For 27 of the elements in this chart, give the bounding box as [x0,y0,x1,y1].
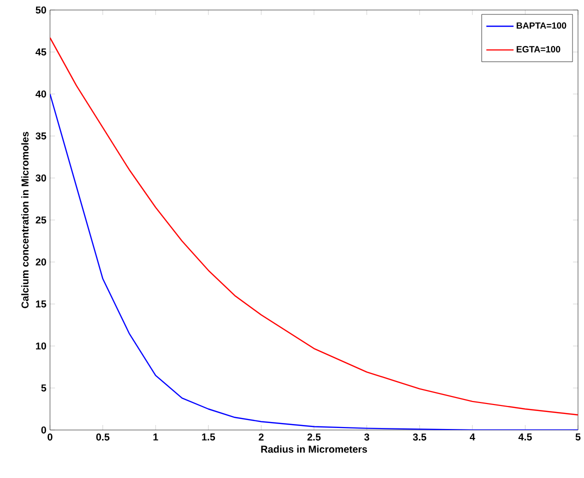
y-tick-label: 0 [41,426,46,434]
x-tick-label: 5 [576,434,580,440]
x-tick-label: 2.5 [307,434,321,441]
x-tick-label: 4.5 [518,434,532,440]
x-tick-label: 2 [258,434,264,440]
y-tick-label: 30 [36,174,46,182]
line-series [50,37,578,416]
y-tick-label: 15 [36,300,46,308]
x-tick-label: 4 [470,434,476,440]
x-tick-label: 3.5 [412,434,426,441]
y-axis-title: Calcium concentration in Micromoles [21,132,29,308]
x-tick-label: 0 [48,434,52,441]
y-tick-label: 35 [36,132,46,140]
x-tick-label: 1 [153,434,158,440]
legend-label: BAPTA=100 [516,22,566,29]
legend-label: EGTA=100 [516,46,560,52]
x-axis-title: Radius in Micrometers [261,445,368,453]
y-tick-label: 45 [36,48,46,56]
x-tick-label: 3 [364,434,370,441]
y-tick-label: 25 [36,216,46,224]
y-tick-label: 50 [36,6,46,14]
x-tick-label: 1.5 [202,434,216,440]
y-tick-label: 5 [41,384,46,392]
y-tick-label: 40 [36,90,46,98]
x-tick-label: 0.5 [96,434,110,441]
y-tick-label: 10 [36,342,46,350]
y-tick-label: 20 [36,258,46,266]
